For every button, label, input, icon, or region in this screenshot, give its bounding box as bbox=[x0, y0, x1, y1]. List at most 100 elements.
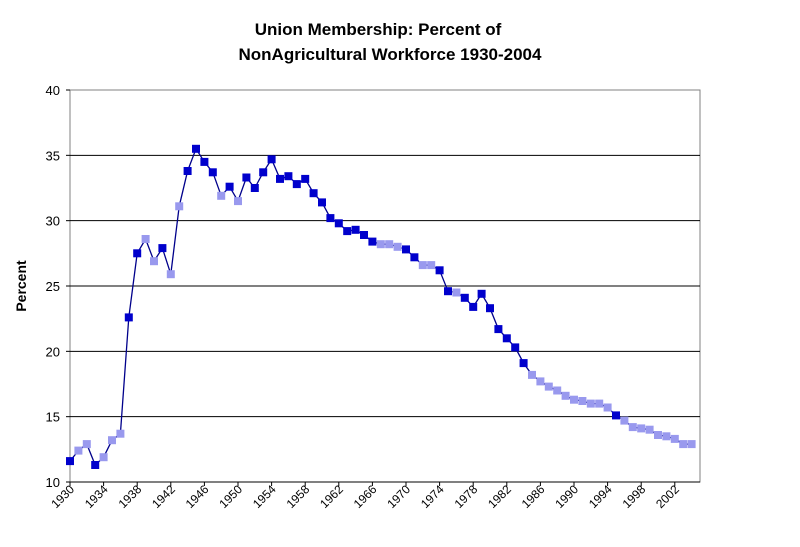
x-tick-label: 1946 bbox=[183, 482, 212, 511]
data-point-marker bbox=[360, 231, 368, 239]
data-point-marker bbox=[242, 173, 251, 182]
x-tick-label: 1942 bbox=[149, 482, 178, 511]
data-point-marker bbox=[116, 429, 125, 438]
data-point-marker bbox=[662, 432, 671, 441]
data-point-marker bbox=[393, 242, 402, 251]
data-point-marker bbox=[208, 168, 217, 177]
data-point-marker bbox=[124, 313, 133, 322]
data-point-marker bbox=[133, 249, 142, 258]
y-tick-label: 10 bbox=[46, 475, 60, 490]
data-point-marker bbox=[74, 446, 83, 455]
data-point-marker bbox=[469, 302, 478, 311]
data-point-marker bbox=[410, 253, 419, 262]
data-point-marker bbox=[603, 403, 612, 412]
data-point-marker bbox=[334, 219, 343, 228]
x-axis: 1930 1934 1938 1942 1946 1950 1954 1958 1962 1966… bbox=[48, 481, 700, 511]
data-point-marker bbox=[267, 155, 276, 164]
data-point-marker bbox=[82, 440, 91, 449]
y-tick-label: 40 bbox=[46, 83, 60, 98]
data-point-marker bbox=[528, 370, 536, 379]
x-tick-label: 1958 bbox=[284, 482, 313, 511]
data-point-marker bbox=[544, 382, 553, 391]
x-tick-label: 1938 bbox=[116, 482, 145, 511]
data-point-marker bbox=[486, 304, 494, 313]
data-point-marker bbox=[612, 411, 620, 420]
data-point-marker bbox=[654, 431, 662, 439]
x-tick-label: 1982 bbox=[485, 482, 514, 511]
data-point-marker bbox=[183, 167, 192, 175]
data-point-marker bbox=[141, 235, 150, 243]
data-point-marker bbox=[595, 399, 604, 408]
data-point-marker bbox=[217, 191, 226, 200]
data-point-marker bbox=[519, 359, 528, 368]
y-tick-label: 25 bbox=[46, 279, 60, 294]
data-point-marker bbox=[326, 214, 335, 223]
grid-lines bbox=[70, 154, 700, 418]
data-point-marker bbox=[460, 293, 469, 302]
x-tick-label: 2002 bbox=[653, 482, 682, 511]
data-point-marker bbox=[234, 197, 242, 206]
x-tick-label: 1978 bbox=[452, 482, 481, 511]
x-tick-label: 1966 bbox=[351, 482, 380, 511]
data-point-marker bbox=[318, 198, 326, 207]
data-point-marker bbox=[225, 182, 234, 191]
data-point-marker bbox=[351, 225, 360, 234]
data-point-marker bbox=[368, 237, 377, 246]
data-point-marker bbox=[418, 261, 427, 270]
x-tick-label: 1998 bbox=[620, 482, 649, 511]
data-point-marker bbox=[309, 189, 318, 198]
data-point-marker bbox=[200, 157, 209, 166]
data-point-marker bbox=[175, 202, 184, 211]
data-point-marker bbox=[570, 395, 578, 404]
data-point-marker bbox=[376, 240, 385, 249]
data-point-marker bbox=[435, 266, 444, 275]
x-tick-label: 1994 bbox=[586, 482, 615, 511]
data-point-marker bbox=[166, 270, 175, 279]
y-tick-label: 20 bbox=[46, 344, 60, 359]
data-point-marker bbox=[502, 334, 511, 343]
data-point-marker bbox=[385, 240, 394, 249]
data-point-marker bbox=[578, 397, 587, 405]
x-tick-label: 1990 bbox=[552, 482, 581, 511]
x-tick-label: 1970 bbox=[384, 482, 413, 511]
x-tick-label: 1974 bbox=[418, 482, 447, 511]
x-tick-label: 1986 bbox=[519, 482, 548, 511]
data-point-marker bbox=[628, 423, 637, 432]
y-axis: 10 15 20 25 30 35 40 bbox=[46, 83, 70, 490]
data-point-marker bbox=[259, 168, 268, 177]
data-point-marker bbox=[427, 261, 436, 270]
data-point-marker bbox=[301, 174, 310, 183]
x-tick-label: 1962 bbox=[317, 482, 346, 511]
data-point-marker bbox=[292, 180, 301, 189]
data-point-marker bbox=[108, 436, 116, 445]
data-point-marker bbox=[284, 172, 293, 181]
x-tick-label: 1954 bbox=[250, 482, 279, 511]
data-point-marker bbox=[670, 434, 679, 443]
chart-title-line-1: Union Membership: Percent of bbox=[255, 20, 502, 39]
y-tick-label: 15 bbox=[46, 410, 60, 425]
data-point-marker bbox=[343, 227, 352, 236]
data-point-marker bbox=[586, 399, 595, 408]
data-point-marker bbox=[66, 457, 74, 466]
series-markers bbox=[66, 144, 696, 469]
data-point-marker bbox=[150, 257, 158, 266]
data-point-marker bbox=[687, 440, 696, 449]
data-point-marker bbox=[553, 386, 562, 395]
data-point-marker bbox=[91, 461, 100, 469]
data-point-marker bbox=[620, 416, 629, 425]
data-point-marker bbox=[679, 440, 688, 449]
data-point-marker bbox=[276, 174, 284, 183]
data-point-marker bbox=[444, 287, 452, 296]
y-tick-label: 30 bbox=[46, 214, 60, 229]
data-point-marker bbox=[477, 289, 486, 298]
data-point-marker bbox=[158, 244, 167, 253]
data-point-marker bbox=[645, 425, 654, 434]
chart-title-line-2: NonAgricultural Workforce 1930-2004 bbox=[239, 45, 542, 64]
data-point-marker bbox=[511, 343, 520, 352]
y-tick-label: 35 bbox=[46, 148, 60, 163]
data-point-marker bbox=[452, 288, 461, 297]
data-point-marker bbox=[536, 377, 545, 386]
data-point-marker bbox=[250, 184, 259, 192]
data-point-marker bbox=[99, 453, 108, 462]
